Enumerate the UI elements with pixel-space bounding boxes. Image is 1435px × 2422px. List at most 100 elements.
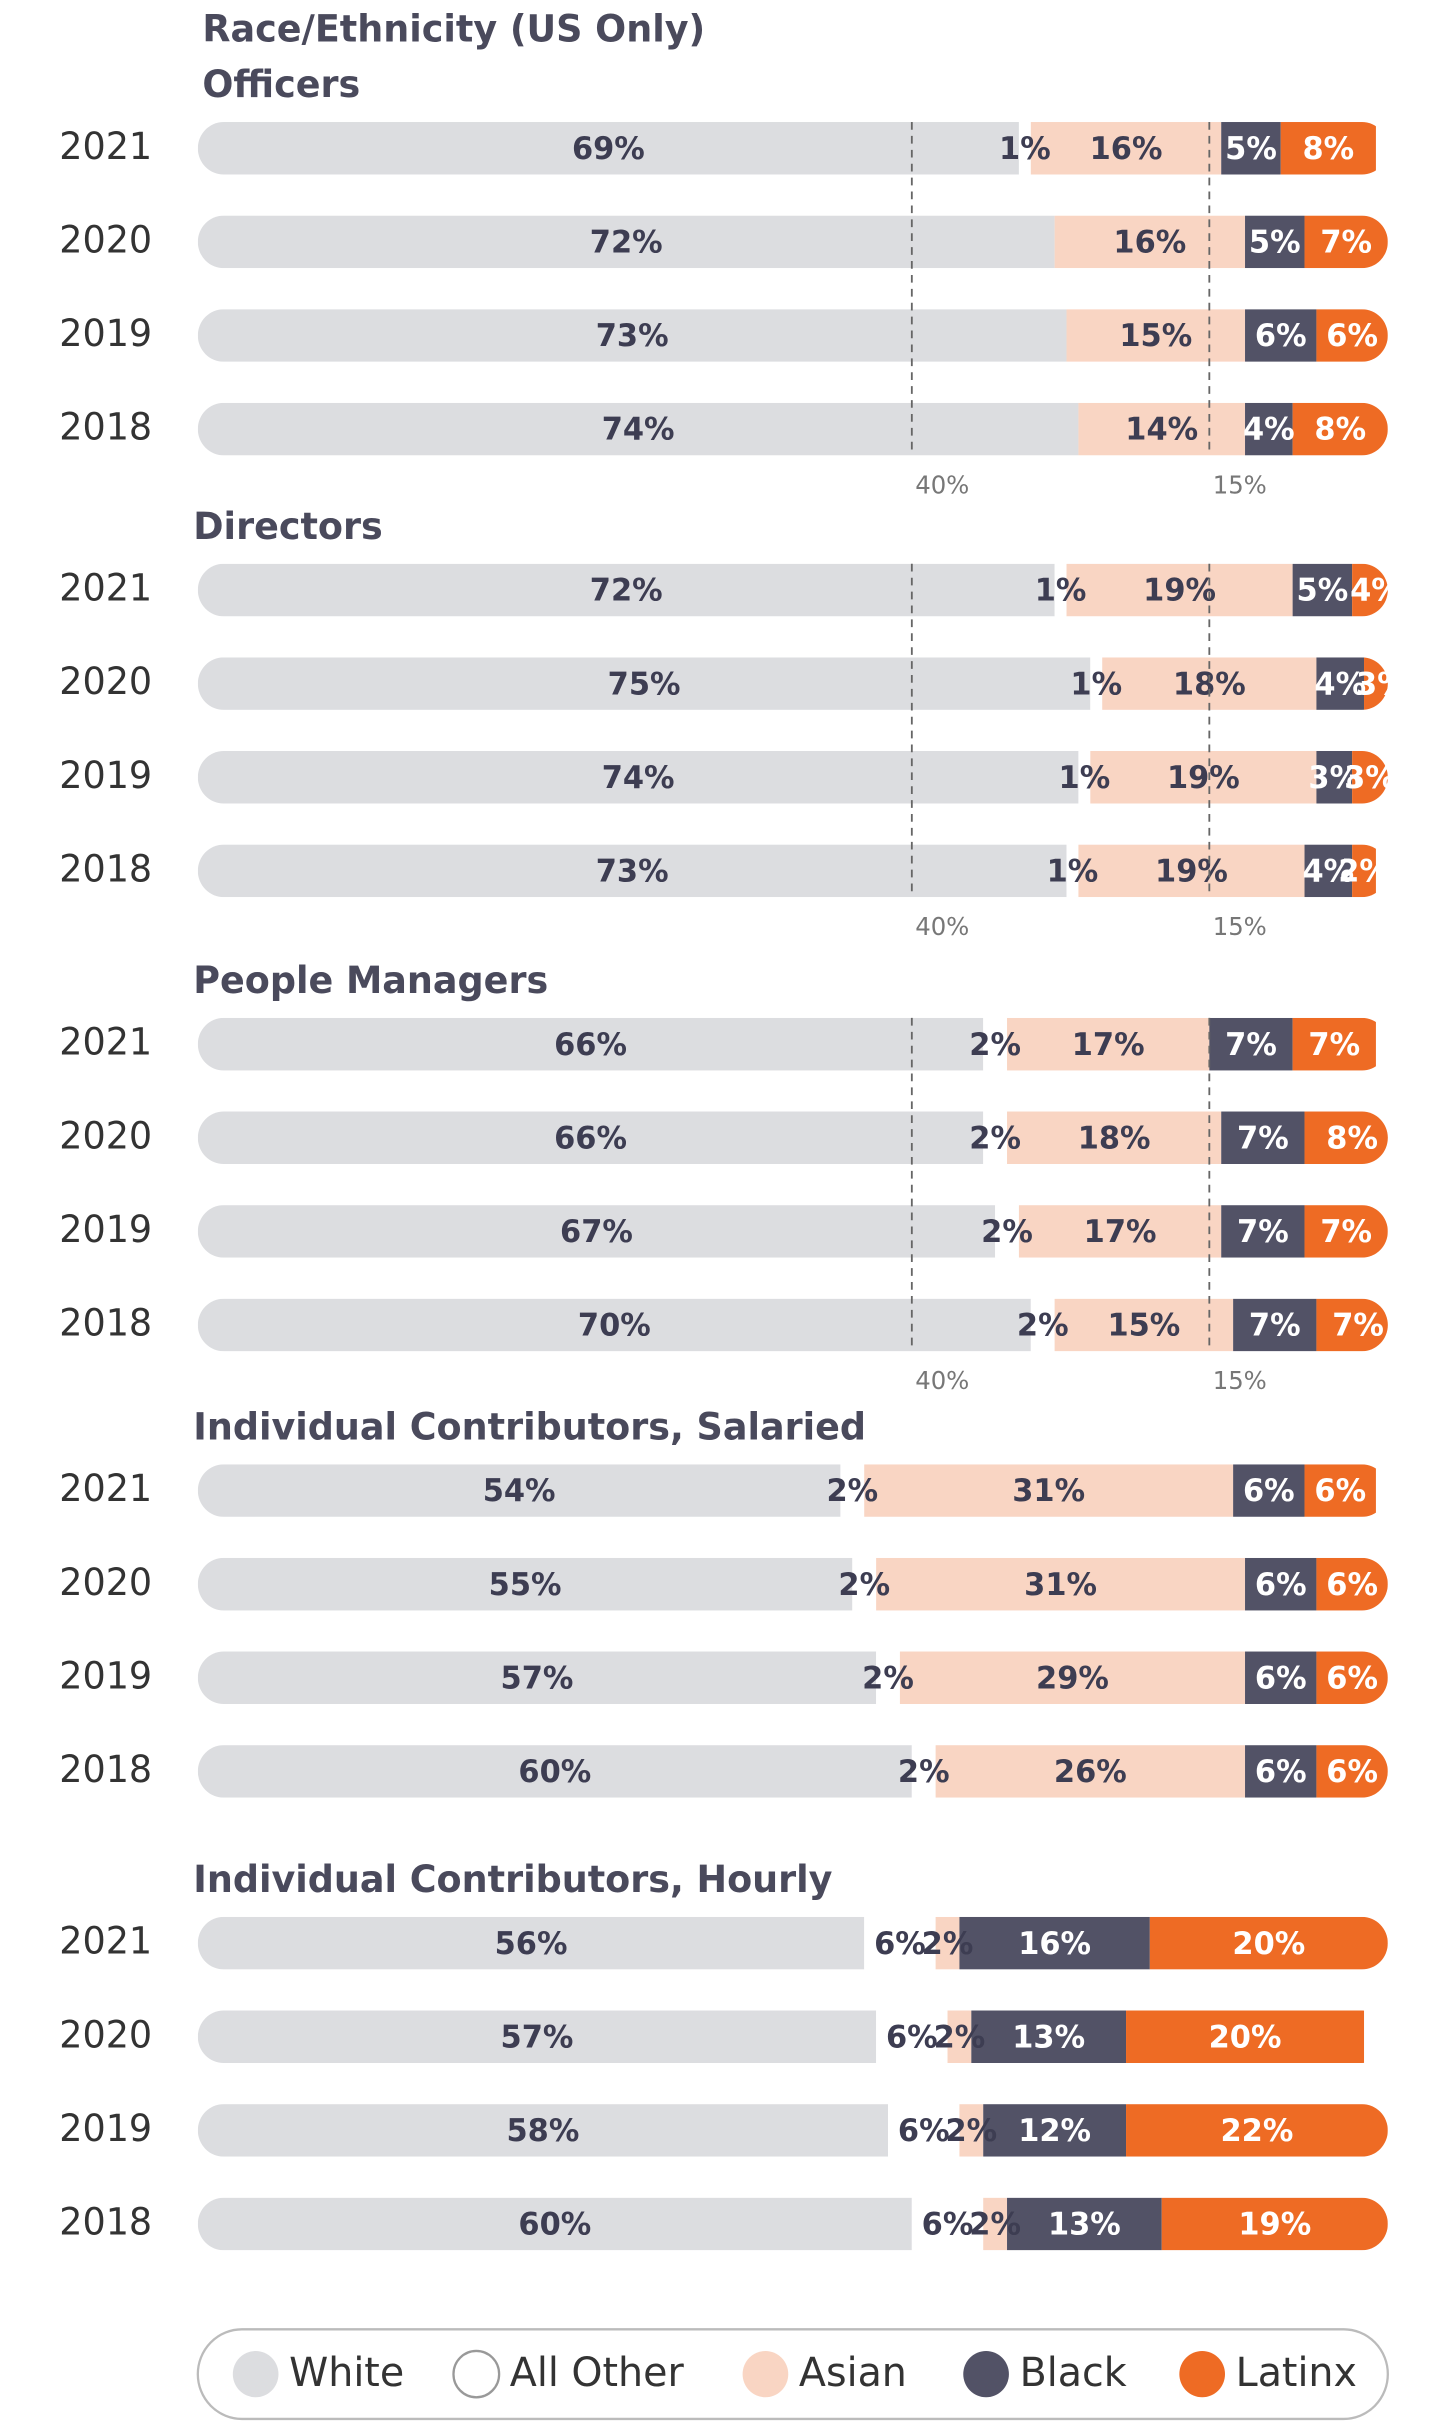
- value-label: 17%: [1084, 1214, 1157, 1249]
- value-label: 7%: [1308, 1027, 1360, 1062]
- bar-segment: [864, 1464, 1234, 1517]
- value-label: 54%: [483, 1473, 556, 1508]
- value-label: 73%: [596, 854, 669, 889]
- bar-segment: [1221, 1111, 1305, 1165]
- value-label: 6%: [1326, 1567, 1378, 1602]
- bar-segment: [197, 844, 1067, 898]
- year-label: 2020: [59, 1114, 152, 1157]
- value-label: 2%: [922, 1926, 974, 1961]
- bar-segment: [1066, 563, 1293, 617]
- value-label: 1%: [1047, 854, 1099, 889]
- bar-segment: [1078, 751, 1091, 804]
- value-label: 7%: [1237, 1214, 1289, 1249]
- bar-row: [197, 563, 1388, 617]
- year-label: 2020: [59, 660, 152, 703]
- bar-segment: [197, 1205, 996, 1258]
- value-label: 56%: [495, 1926, 568, 1961]
- bar-segment: [1221, 1205, 1305, 1258]
- bar-segment: [1304, 1205, 1388, 1258]
- bar-row: [197, 2104, 1388, 2157]
- value-label: 6%: [1255, 1754, 1307, 1789]
- value-label: 4%: [1314, 667, 1366, 702]
- bar-segment: [1066, 309, 1246, 362]
- legend-swatch: [1179, 2350, 1225, 2398]
- bar-row: [197, 1298, 1388, 1352]
- value-label: 2%: [981, 1214, 1033, 1249]
- value-label: 2%: [969, 1027, 1021, 1062]
- value-label: 1%: [1035, 573, 1087, 608]
- value-label: 5%: [1297, 573, 1349, 608]
- bar-segment: [1221, 122, 1281, 175]
- bar-segment: [1245, 1745, 1317, 1798]
- value-label: 16%: [1018, 1926, 1091, 1961]
- value-label: 2%: [838, 1567, 890, 1602]
- value-label: 66%: [554, 1027, 627, 1062]
- reference-label: 40%: [915, 912, 969, 941]
- value-label: 8%: [1326, 1121, 1378, 1156]
- value-label: 7%: [1332, 1308, 1384, 1343]
- value-label: 2%: [969, 1121, 1021, 1156]
- value-label: 67%: [560, 1214, 633, 1249]
- bar-segment: [197, 2197, 912, 2251]
- reference-label: 15%: [1213, 912, 1267, 941]
- group-title: People Managers: [193, 959, 548, 1002]
- bar-segment: [1352, 844, 1376, 898]
- value-label: 2%: [969, 2207, 1021, 2242]
- bar-row: [197, 751, 1388, 804]
- bar-segment: [1304, 215, 1388, 269]
- legend-label: White: [289, 2350, 404, 2396]
- value-label: 66%: [554, 1121, 627, 1156]
- bar-segment: [1304, 1464, 1376, 1517]
- legend-label: Black: [1020, 2350, 1127, 2396]
- reference-label: 15%: [1213, 1366, 1267, 1395]
- year-label: 2019: [59, 312, 152, 355]
- year-label: 2019: [59, 754, 152, 797]
- value-label: 18%: [1078, 1121, 1151, 1156]
- value-label: 2%: [934, 2020, 986, 2055]
- year-label: 2021: [59, 566, 152, 609]
- bar-segment: [197, 1745, 912, 1798]
- bar-segment: [1316, 1557, 1388, 1611]
- bar-row: [197, 1745, 1388, 1798]
- bar-segment: [1018, 122, 1031, 175]
- bar-segment: [1316, 1745, 1388, 1798]
- value-label: 74%: [602, 412, 675, 447]
- bar-segment: [197, 2104, 889, 2157]
- bar-segment: [197, 1464, 841, 1517]
- value-label: 19%: [1143, 573, 1216, 608]
- bar-segment: [197, 122, 1019, 175]
- bar-segment: [1316, 751, 1353, 804]
- bar-segment: [1066, 844, 1079, 898]
- value-label: 20%: [1209, 2020, 1282, 2055]
- bar-segment: [1245, 1651, 1317, 1705]
- bar-segment: [959, 2104, 984, 2157]
- bar-segment: [888, 2104, 960, 2157]
- value-label: 57%: [501, 2020, 574, 2055]
- value-label: 13%: [1048, 2207, 1121, 2242]
- bar-segment: [197, 402, 1079, 456]
- bar-segment: [947, 2010, 972, 2064]
- bar-segment: [1090, 657, 1103, 710]
- value-label: 72%: [590, 573, 663, 608]
- value-label: 29%: [1036, 1661, 1109, 1696]
- bar-segment: [1054, 215, 1246, 269]
- bar-segment: [983, 1017, 1008, 1071]
- bar-segment: [197, 2010, 877, 2064]
- bar-segment: [1030, 1298, 1055, 1352]
- bar-segment: [1316, 1298, 1388, 1352]
- bar-segment: [983, 1111, 1008, 1165]
- group-title: Directors: [193, 505, 382, 548]
- value-label: 18%: [1173, 667, 1246, 702]
- value-label: 2%: [1017, 1308, 1069, 1343]
- value-label: 55%: [489, 1567, 562, 1602]
- bar-segment: [1149, 1916, 1388, 1970]
- bar-segment: [911, 2197, 984, 2251]
- year-label: 2019: [59, 1654, 152, 1697]
- bar-segment: [1364, 657, 1388, 710]
- value-label: 12%: [1018, 2113, 1091, 2148]
- legend-box: [196, 2328, 1389, 2421]
- value-label: 7%: [1249, 1308, 1301, 1343]
- value-label: 31%: [1024, 1567, 1097, 1602]
- group-title: Individual Contributors, Salaried: [193, 1405, 866, 1448]
